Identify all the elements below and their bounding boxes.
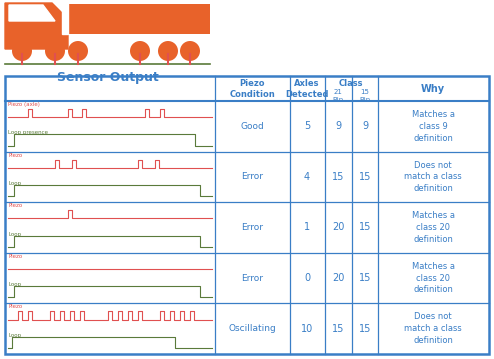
Circle shape bbox=[130, 41, 150, 61]
Circle shape bbox=[180, 41, 200, 61]
Text: 20: 20 bbox=[332, 223, 344, 233]
Text: Matches a
class 9
definition: Matches a class 9 definition bbox=[412, 110, 454, 143]
Text: Loop: Loop bbox=[8, 181, 21, 186]
Text: Error: Error bbox=[241, 223, 263, 232]
Text: 5: 5 bbox=[304, 121, 310, 131]
Text: Why: Why bbox=[421, 84, 445, 94]
Circle shape bbox=[158, 41, 178, 61]
Text: 15: 15 bbox=[359, 273, 371, 283]
Text: Loop: Loop bbox=[8, 282, 21, 287]
Text: Piezo: Piezo bbox=[8, 304, 22, 309]
Text: Loop: Loop bbox=[8, 232, 21, 237]
Text: Piezo: Piezo bbox=[8, 153, 22, 158]
Text: Piezo: Piezo bbox=[8, 254, 22, 259]
Text: 15: 15 bbox=[359, 324, 371, 334]
Text: Does not
match a class
definition: Does not match a class definition bbox=[404, 312, 462, 345]
Text: 1: 1 bbox=[304, 223, 310, 233]
Text: Does not
match a class
definition: Does not match a class definition bbox=[404, 160, 462, 193]
Polygon shape bbox=[62, 1, 68, 34]
Text: 21
Bin: 21 Bin bbox=[332, 89, 344, 103]
Circle shape bbox=[45, 41, 65, 61]
Text: Axles
Detected: Axles Detected bbox=[285, 79, 329, 99]
Text: Piezo
Condition: Piezo Condition bbox=[229, 79, 275, 99]
Text: 15: 15 bbox=[359, 223, 371, 233]
FancyBboxPatch shape bbox=[65, 4, 210, 34]
Text: Piezo (axle): Piezo (axle) bbox=[8, 102, 40, 107]
Text: 15
Bin: 15 Bin bbox=[359, 89, 370, 103]
Circle shape bbox=[68, 41, 88, 61]
Text: 9: 9 bbox=[335, 121, 341, 131]
Text: Loop: Loop bbox=[8, 333, 21, 338]
Text: 4: 4 bbox=[304, 172, 310, 182]
Text: 0: 0 bbox=[304, 273, 310, 283]
Text: Loop presence: Loop presence bbox=[8, 130, 48, 135]
Text: Error: Error bbox=[241, 172, 263, 181]
Text: Matches a
class 20
definition: Matches a class 20 definition bbox=[412, 211, 454, 244]
Text: Piezo: Piezo bbox=[8, 203, 22, 208]
Text: Matches a
class 20
definition: Matches a class 20 definition bbox=[412, 262, 454, 294]
Text: Sensor Output: Sensor Output bbox=[57, 71, 159, 84]
Circle shape bbox=[12, 41, 32, 61]
Text: Oscillating: Oscillating bbox=[228, 324, 276, 333]
Text: 9: 9 bbox=[362, 121, 368, 131]
Text: 10: 10 bbox=[301, 324, 313, 334]
Text: 20: 20 bbox=[332, 273, 344, 283]
Text: 15: 15 bbox=[332, 324, 344, 334]
Text: Error: Error bbox=[241, 274, 263, 283]
Polygon shape bbox=[9, 5, 55, 21]
Text: Good: Good bbox=[240, 122, 264, 131]
Polygon shape bbox=[5, 3, 68, 49]
Text: 15: 15 bbox=[359, 172, 371, 182]
Text: Class: Class bbox=[339, 79, 363, 88]
Text: 15: 15 bbox=[332, 172, 344, 182]
